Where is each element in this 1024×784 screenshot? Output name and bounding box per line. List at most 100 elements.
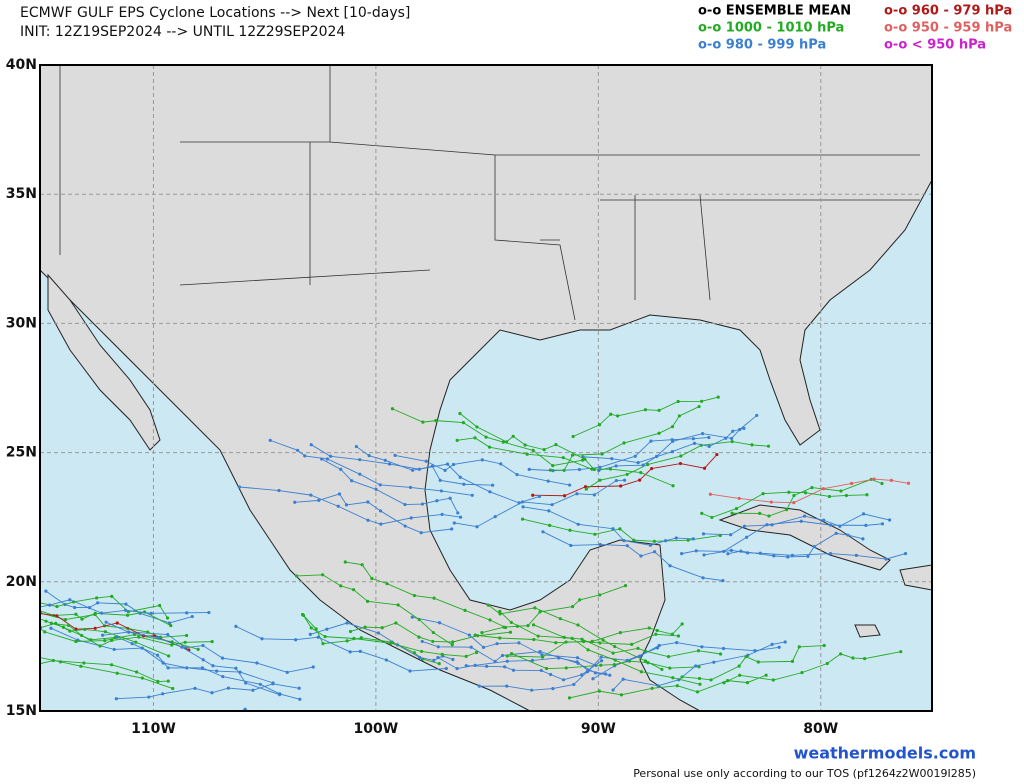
legend-entry: o-o ENSEMBLE MEAN (698, 4, 851, 19)
track-point (850, 481, 854, 486)
track-point (285, 670, 289, 674)
track-point (18, 609, 21, 612)
track-point (694, 664, 698, 668)
track-point (532, 637, 536, 642)
track-point (161, 661, 165, 665)
track-point (567, 696, 572, 700)
track-point (220, 656, 225, 660)
track-point (783, 640, 787, 644)
track-point (608, 673, 612, 677)
track-point (135, 670, 139, 674)
track-point (558, 617, 562, 621)
track-point (389, 641, 393, 645)
track-point (531, 448, 535, 453)
track-point (880, 481, 884, 486)
track-point (577, 467, 582, 472)
track-point (55, 614, 59, 618)
track-point (473, 436, 477, 440)
track-point (670, 425, 675, 429)
track-point (210, 640, 214, 644)
track-point (675, 640, 679, 645)
track-point (115, 621, 119, 625)
track-point (611, 527, 615, 531)
track-point (531, 493, 535, 497)
track-point (785, 508, 789, 512)
track-point (600, 452, 604, 456)
lon-label: 90W (581, 721, 616, 737)
track-point (639, 554, 643, 558)
track-point (480, 631, 484, 635)
track-point (700, 399, 704, 403)
track-point (410, 615, 414, 619)
track-point (564, 666, 568, 670)
track-point (598, 465, 602, 469)
track-point (0, 622, 3, 625)
track-point (590, 467, 594, 471)
track-point (742, 426, 746, 430)
track-point (505, 684, 509, 688)
track-point (380, 626, 384, 630)
track-point (668, 666, 672, 670)
track-point (612, 663, 616, 667)
track-point (678, 461, 683, 466)
track-point (298, 697, 302, 701)
track-point (619, 484, 623, 488)
track-point (211, 664, 215, 668)
track-point (632, 538, 636, 542)
track-point (578, 598, 582, 602)
track-point (597, 689, 601, 693)
track-point (666, 655, 671, 659)
track-point (538, 610, 542, 614)
track-point (80, 617, 84, 621)
track-point (586, 669, 590, 673)
track-point (201, 658, 205, 662)
track-point (408, 669, 412, 673)
track-point (542, 448, 546, 452)
track-point (771, 678, 775, 682)
track-point (366, 518, 370, 522)
track-point (821, 487, 826, 491)
track-point (418, 655, 422, 660)
track-point (797, 645, 801, 649)
track-point (345, 639, 349, 643)
track-point (570, 605, 575, 609)
track-point (83, 627, 87, 632)
lat-label: 25N (6, 445, 37, 461)
track-point (844, 493, 848, 498)
track-point (444, 666, 448, 671)
lat-label: 35N (6, 186, 37, 202)
track-point (484, 435, 488, 439)
track-point (44, 619, 48, 623)
track-point (167, 654, 171, 658)
track-point (169, 623, 173, 628)
track-point (161, 692, 165, 696)
track-point (244, 681, 248, 685)
track-point (790, 553, 794, 557)
track-point (696, 649, 701, 653)
graticule (40, 65, 932, 711)
track-point (93, 611, 97, 615)
track-point (864, 523, 868, 527)
track-point (551, 463, 555, 468)
jamaica (854, 624, 881, 638)
track-point (660, 667, 664, 672)
track-point (539, 668, 543, 673)
track-point (608, 467, 613, 471)
track-point (185, 611, 189, 615)
track-point (134, 640, 138, 644)
track-point (73, 605, 77, 610)
legend-entry: o-o 1000 - 1010 hPa (698, 21, 844, 36)
track-point (721, 579, 725, 583)
track-point (716, 395, 720, 399)
track-point (367, 454, 371, 458)
track-point (348, 650, 352, 654)
track-point (538, 649, 542, 654)
track-point (360, 563, 364, 567)
track-point (570, 636, 574, 640)
track-point (390, 407, 395, 411)
track-point (230, 713, 233, 716)
track-point (385, 582, 389, 586)
track-point (475, 425, 479, 429)
track-point (654, 632, 658, 636)
track-point (639, 470, 643, 475)
